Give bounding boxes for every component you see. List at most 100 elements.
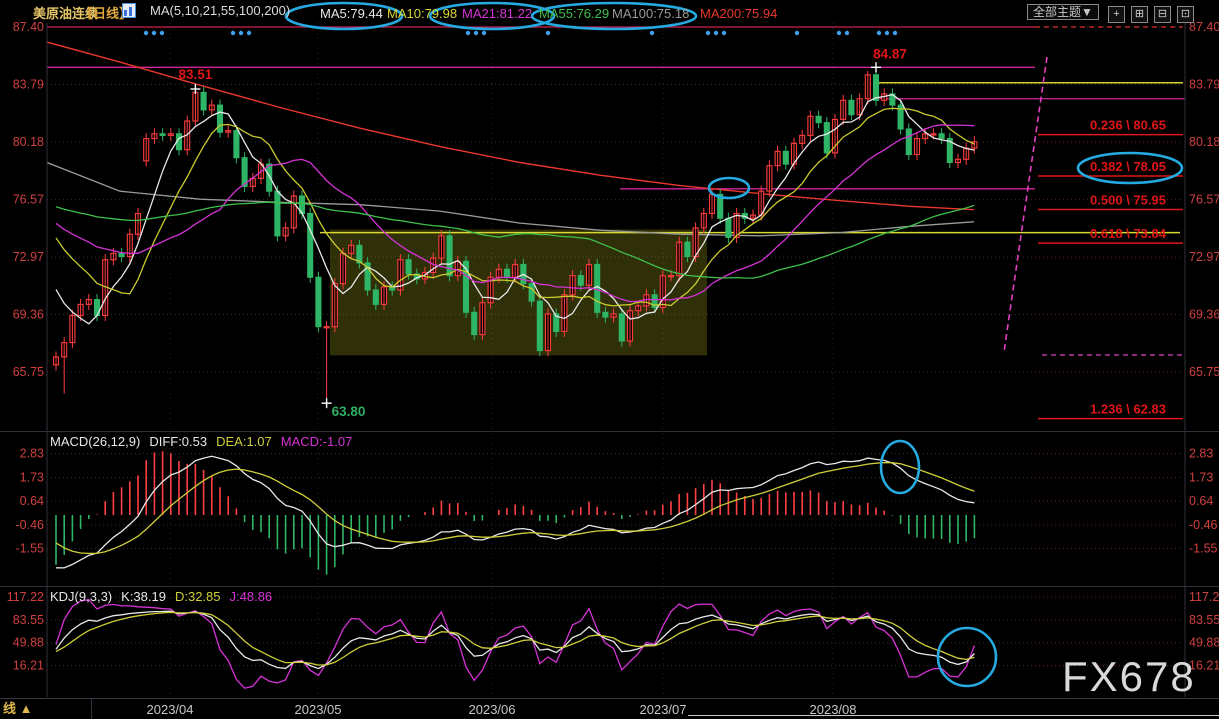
symbol-title: 美原油连续 bbox=[33, 6, 99, 21]
svg-text:-1.55: -1.55 bbox=[1189, 542, 1218, 556]
candlestick-chart-icon bbox=[122, 3, 136, 18]
period-label[interactable]: 【日线】 bbox=[80, 6, 133, 21]
date-label: 2023/05 bbox=[294, 702, 342, 717]
svg-text:49.88: 49.88 bbox=[1189, 636, 1219, 650]
svg-text:0.236 \ 80.65: 0.236 \ 80.65 bbox=[1090, 118, 1166, 133]
ma-value-label: MA55:76.29 bbox=[539, 6, 610, 21]
event-dot bbox=[545, 30, 551, 36]
svg-text:0.618 \ 73.84: 0.618 \ 73.84 bbox=[1090, 226, 1167, 241]
svg-text:83.51: 83.51 bbox=[179, 67, 213, 82]
kdj-panel-title: KDJ(9,3,3) K:38.19 D:32.85 J:48.86 bbox=[50, 589, 281, 604]
highlight-ellipse-annotation bbox=[707, 176, 751, 200]
svg-text:117.22: 117.22 bbox=[1189, 590, 1219, 604]
ma-value-label: MA10:79.98 bbox=[387, 6, 458, 21]
svg-text:76.57: 76.57 bbox=[1189, 193, 1219, 207]
date-label: 2023/06 bbox=[468, 702, 516, 717]
highlight-ellipse-annotation bbox=[530, 1, 698, 31]
svg-text:83.79: 83.79 bbox=[13, 78, 44, 92]
crosshair-pan-icon[interactable]: + bbox=[1108, 6, 1125, 23]
svg-text:69.36: 69.36 bbox=[1189, 308, 1219, 322]
svg-text:16.21: 16.21 bbox=[1189, 659, 1219, 673]
svg-text:16.21: 16.21 bbox=[13, 659, 44, 673]
svg-text:0.382 \ 78.05: 0.382 \ 78.05 bbox=[1090, 159, 1166, 174]
svg-text:0.64: 0.64 bbox=[1189, 494, 1213, 508]
svg-text:1.236 \ 62.83: 1.236 \ 62.83 bbox=[1090, 402, 1166, 417]
svg-text:-0.46: -0.46 bbox=[1189, 518, 1218, 532]
event-dot bbox=[836, 30, 842, 36]
ma-value-label: MA200:75.94 bbox=[700, 6, 778, 21]
date-label: 2023/08 bbox=[809, 702, 857, 717]
svg-text:76.57: 76.57 bbox=[13, 193, 44, 207]
svg-text:117.22: 117.22 bbox=[7, 590, 44, 604]
event-dot bbox=[713, 30, 719, 36]
svg-text:80.18: 80.18 bbox=[13, 135, 44, 149]
kdj-k-value: K:38.19 bbox=[121, 589, 166, 604]
svg-text:72.97: 72.97 bbox=[1189, 250, 1219, 264]
svg-text:49.88: 49.88 bbox=[13, 636, 44, 650]
kdj-d-value: D:32.85 bbox=[174, 589, 221, 604]
date-label: 2023/07 bbox=[639, 702, 687, 717]
compare-layout-icon[interactable]: ⊟ bbox=[1154, 6, 1171, 23]
svg-text:83.55: 83.55 bbox=[13, 613, 44, 627]
svg-text:0.64: 0.64 bbox=[20, 494, 44, 508]
themes-dropdown-button[interactable]: 全部主题▼ bbox=[1027, 4, 1099, 20]
split-layout-icon[interactable]: ⊞ bbox=[1131, 6, 1148, 23]
svg-text:2.83: 2.83 bbox=[20, 447, 44, 461]
header-bar: 美原油连续 【日线】 MA(5,10,21,55,100,200) MA5:79… bbox=[0, 0, 1219, 23]
svg-text:72.97: 72.97 bbox=[13, 250, 44, 264]
event-dot bbox=[705, 30, 711, 36]
svg-text:2.83: 2.83 bbox=[1189, 447, 1213, 461]
svg-text:83.79: 83.79 bbox=[1189, 78, 1219, 92]
svg-text:80.18: 80.18 bbox=[1189, 135, 1219, 149]
highlight-ellipse-annotation bbox=[428, 1, 556, 31]
ma-value-label: MA5:79.44 bbox=[320, 6, 383, 21]
highlight-ellipse-annotation bbox=[284, 1, 404, 31]
event-dot bbox=[844, 30, 850, 36]
svg-text:69.36: 69.36 bbox=[13, 308, 44, 322]
macd-panel-title: MACD(26,12,9) DIFF:0.53 DEA:1.07 MACD:-1.07 bbox=[50, 434, 361, 449]
event-dot bbox=[238, 30, 244, 36]
event-dot bbox=[151, 30, 157, 36]
ma-value-label: MA100:75.18 bbox=[612, 6, 690, 21]
macd-title: MACD(26,12,9) bbox=[50, 434, 141, 449]
event-dot bbox=[876, 30, 882, 36]
svg-text:84.87: 84.87 bbox=[873, 46, 907, 61]
svg-text:87.40: 87.40 bbox=[1189, 20, 1219, 34]
event-dot bbox=[649, 30, 655, 36]
svg-text:87.40: 87.40 bbox=[13, 20, 44, 34]
svg-text:0.500 \ 75.95: 0.500 \ 75.95 bbox=[1090, 193, 1166, 208]
highlight-ellipse-annotation bbox=[879, 439, 921, 495]
time-axis-bar: 线 ▲ 2023/04 2023/05 2023/06 2023/07 2023/08 bbox=[0, 698, 1219, 719]
axis-underline bbox=[688, 715, 1219, 716]
kdj-title: KDJ(9,3,3) bbox=[50, 589, 113, 604]
svg-text:65.75: 65.75 bbox=[13, 365, 44, 379]
watermark-logo: FX678 bbox=[1062, 653, 1196, 700]
kdj-j-value: J:48.86 bbox=[229, 589, 273, 604]
event-dot bbox=[230, 30, 236, 36]
event-dot bbox=[473, 30, 479, 36]
period-tab[interactable]: 线 ▲ bbox=[0, 699, 92, 719]
event-dot bbox=[159, 30, 165, 36]
macd-value: MACD:-1.07 bbox=[280, 434, 353, 449]
svg-text:-1.55: -1.55 bbox=[16, 542, 45, 556]
svg-text:83.55: 83.55 bbox=[1189, 613, 1219, 627]
event-dot bbox=[143, 30, 149, 36]
event-dot bbox=[884, 30, 890, 36]
highlight-ellipse-annotation bbox=[936, 626, 998, 688]
macd-diff-value: DIFF:0.53 bbox=[149, 434, 208, 449]
svg-text:1.73: 1.73 bbox=[1189, 470, 1213, 484]
ma-settings-label[interactable]: MA(5,10,21,55,100,200) bbox=[150, 3, 291, 18]
pop-out-icon[interactable]: ⊡ bbox=[1177, 6, 1194, 23]
ma-value-label: MA21:81.22 bbox=[462, 6, 533, 21]
event-dot bbox=[246, 30, 252, 36]
macd-dea-value: DEA:1.07 bbox=[216, 434, 272, 449]
svg-text:1.73: 1.73 bbox=[20, 470, 44, 484]
event-dot bbox=[794, 30, 800, 36]
highlight-ellipse-annotation bbox=[1076, 151, 1184, 185]
event-dot bbox=[892, 30, 898, 36]
event-dot bbox=[465, 30, 471, 36]
event-dot bbox=[481, 30, 487, 36]
event-dot bbox=[721, 30, 727, 36]
